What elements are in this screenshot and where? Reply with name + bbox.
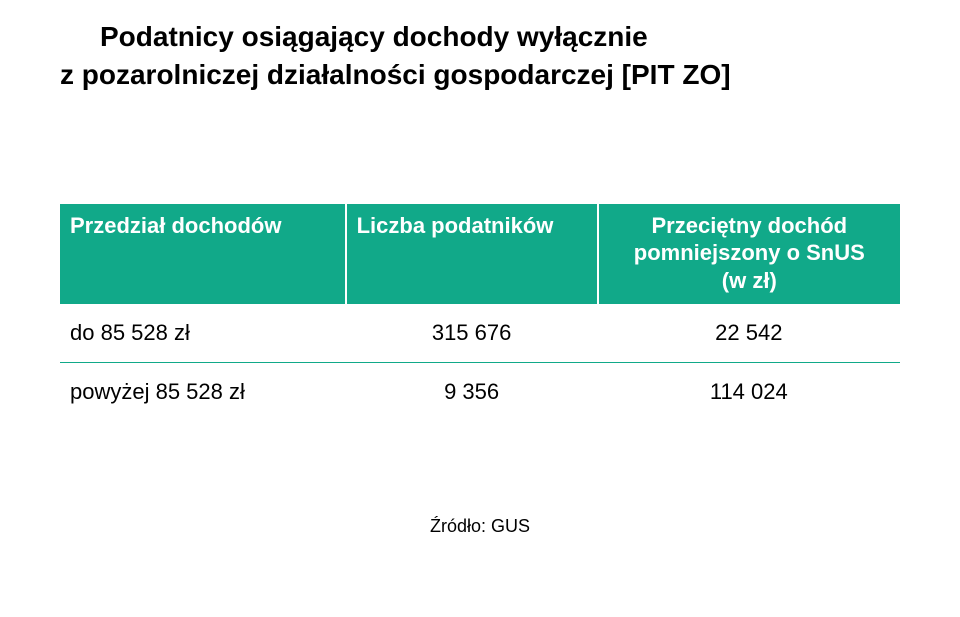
title-line-1: Podatnicy osiągający dochody wyłącznie: [60, 18, 900, 56]
table-row: do 85 528 zł 315 676 22 542: [60, 304, 900, 363]
cell-count: 9 356: [346, 363, 598, 422]
cell-bracket: do 85 528 zł: [60, 304, 346, 363]
income-table: Przedział dochodów Liczba podatników Prz…: [60, 204, 900, 422]
header-count: Liczba podatników: [346, 204, 598, 305]
slide-page: Podatnicy osiągający dochody wyłącznie z…: [0, 0, 960, 617]
header-avg-line3: (w zł): [722, 268, 777, 293]
header-avg-line2: pomniejszony o SnUS: [634, 240, 865, 265]
cell-avg: 22 542: [598, 304, 900, 363]
page-title: Podatnicy osiągający dochody wyłącznie z…: [60, 18, 900, 94]
table-row: powyżej 85 528 zł 9 356 114 024: [60, 363, 900, 422]
cell-bracket: powyżej 85 528 zł: [60, 363, 346, 422]
header-avg-line1: Przeciętny dochód: [652, 213, 848, 238]
cell-avg: 114 024: [598, 363, 900, 422]
header-bracket: Przedział dochodów: [60, 204, 346, 305]
header-avg: Przeciętny dochód pomniejszony o SnUS (w…: [598, 204, 900, 305]
source-label: Źródło: GUS: [60, 516, 900, 537]
cell-count: 315 676: [346, 304, 598, 363]
table-header-row: Przedział dochodów Liczba podatników Prz…: [60, 204, 900, 305]
title-line-2: z pozarolniczej działalności gospodarcze…: [60, 59, 731, 90]
